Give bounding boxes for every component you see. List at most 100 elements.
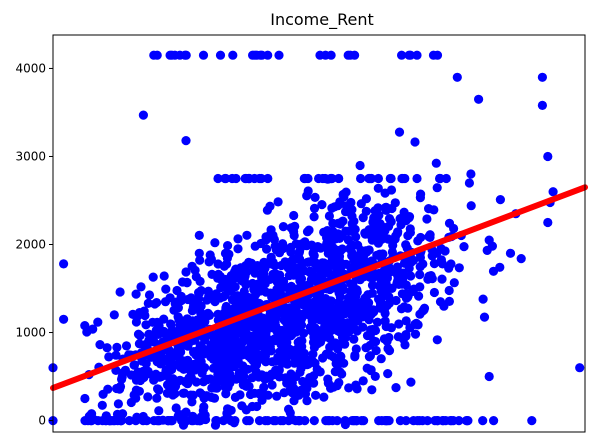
data-point <box>242 231 251 240</box>
data-point <box>335 328 344 337</box>
data-point <box>410 137 419 146</box>
data-point <box>160 271 169 280</box>
data-point <box>449 224 458 233</box>
data-point <box>356 161 365 170</box>
data-point <box>130 390 139 399</box>
data-point <box>315 51 324 60</box>
data-point <box>260 375 269 384</box>
data-point <box>465 178 474 187</box>
data-point <box>210 238 219 247</box>
data-point <box>285 264 294 273</box>
data-point <box>204 291 213 300</box>
data-point <box>261 357 270 366</box>
data-point <box>145 290 154 299</box>
data-point <box>190 348 199 357</box>
data-point <box>110 416 119 425</box>
data-point <box>181 267 190 276</box>
data-point <box>199 402 208 411</box>
data-point <box>188 306 197 315</box>
data-point <box>172 403 181 412</box>
data-point <box>480 313 489 322</box>
data-point <box>270 272 279 281</box>
data-point <box>310 204 319 213</box>
data-point <box>286 408 295 417</box>
data-point <box>323 375 332 384</box>
data-point <box>281 311 290 320</box>
data-point <box>289 227 298 236</box>
data-point <box>383 273 392 282</box>
data-point <box>144 330 153 339</box>
data-point <box>195 256 204 265</box>
data-point <box>142 359 151 368</box>
data-point <box>445 297 454 306</box>
data-point <box>306 307 315 316</box>
data-point <box>437 275 446 284</box>
data-point <box>233 244 242 253</box>
data-point <box>400 289 409 298</box>
data-point <box>365 352 374 361</box>
data-point <box>263 51 272 60</box>
data-point <box>310 212 319 221</box>
data-point <box>379 291 388 300</box>
data-point <box>359 376 368 385</box>
data-point <box>334 359 343 368</box>
data-point <box>416 262 425 271</box>
data-point <box>403 304 412 313</box>
data-point <box>255 416 264 425</box>
data-point <box>173 345 182 354</box>
data-point <box>338 231 347 240</box>
data-point <box>220 174 229 183</box>
data-point <box>223 241 232 250</box>
data-point <box>233 234 242 243</box>
data-point <box>149 273 158 282</box>
data-point <box>466 169 475 178</box>
data-point <box>183 356 192 365</box>
data-point <box>474 95 483 104</box>
data-point <box>305 373 314 382</box>
data-point <box>496 195 505 204</box>
data-point <box>322 327 331 336</box>
data-point <box>302 384 311 393</box>
y-tick-label: 4000 <box>15 61 46 75</box>
data-point <box>427 271 436 280</box>
data-point <box>226 287 235 296</box>
data-point <box>231 174 240 183</box>
data-point <box>489 416 498 425</box>
data-point <box>319 228 328 237</box>
data-point <box>93 318 102 327</box>
data-point <box>334 378 343 387</box>
data-point <box>294 338 303 347</box>
data-point <box>175 51 184 60</box>
data-point <box>141 320 150 329</box>
data-point <box>199 51 208 60</box>
data-point <box>305 356 314 365</box>
data-point <box>543 218 552 227</box>
data-point <box>340 309 349 318</box>
data-point <box>386 174 395 183</box>
data-point <box>195 316 204 325</box>
data-point <box>99 390 108 399</box>
data-point <box>394 319 403 328</box>
data-point <box>177 416 186 425</box>
data-point <box>376 302 385 311</box>
data-point <box>248 402 257 411</box>
data-point <box>445 286 454 295</box>
data-point <box>152 394 161 403</box>
data-point <box>467 201 476 210</box>
data-point <box>220 308 229 317</box>
data-point <box>165 373 174 382</box>
data-point <box>251 242 260 251</box>
data-point <box>413 416 422 425</box>
data-point <box>143 392 152 401</box>
data-point <box>416 193 425 202</box>
data-point <box>382 203 391 212</box>
data-point <box>213 355 222 364</box>
data-point <box>339 192 348 201</box>
data-point <box>328 219 337 228</box>
data-point <box>291 416 300 425</box>
data-point <box>543 152 552 161</box>
data-point <box>186 374 195 383</box>
data-point <box>231 393 240 402</box>
data-point <box>132 290 141 299</box>
data-point <box>362 207 371 216</box>
